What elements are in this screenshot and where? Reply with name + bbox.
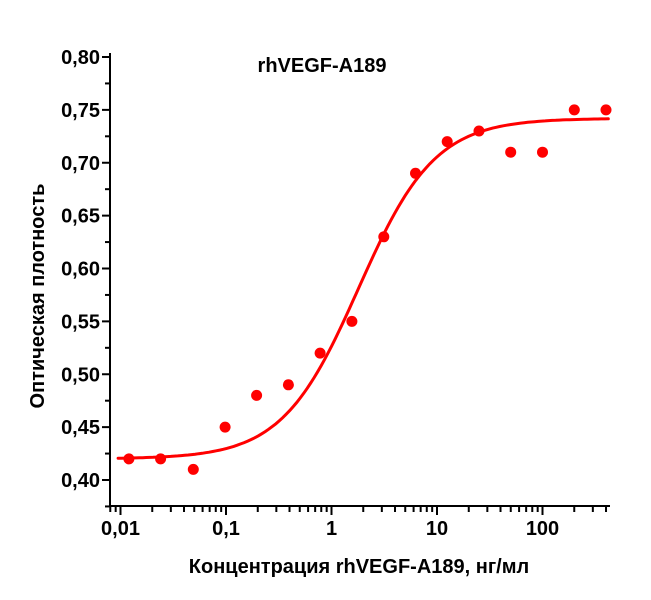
y-tick-label: 0,70 [61,153,100,175]
data-point [600,104,612,116]
y-tick-label: 0,45 [61,417,100,439]
y-tick-label: 0,65 [61,206,100,228]
data-point [123,453,135,465]
y-axis-ticks: 0,40 0,45 0,50 0,55 0,60 0,65 0,70 0,75 0,80 [61,47,110,508]
data-point [282,379,294,391]
y-tick-label: 0,50 [61,364,100,386]
data-point [537,146,548,158]
chart-title: rhVEGF-A189 [258,55,387,77]
data-point [219,421,231,433]
data-point [568,104,580,116]
fit-curve [116,117,610,460]
data-point [314,347,326,359]
data-point [473,125,485,137]
data-points [123,104,612,475]
x-tick-label: 100 [526,518,559,540]
y-tick-label: 0,75 [61,100,100,122]
y-axis-title: Оптическая плотность [27,184,49,409]
y-tick-label: 0,60 [61,259,100,281]
data-point [378,231,390,243]
data-point [251,389,263,401]
x-axis-ticks: 0,01 0,1 1 10 100 [101,507,608,540]
x-tick-label: 1 [326,518,337,540]
x-axis-title: Концентрация rhVEGF-A189, нг/мл [189,556,529,578]
x-tick-label: 10 [426,518,448,540]
x-tick-label: 0,1 [212,518,240,540]
data-point [155,453,167,465]
sigmoid-fit-line [116,117,610,460]
y-tick-label: 0,55 [61,311,100,333]
axes [109,53,610,507]
data-point [505,146,517,158]
y-tick-label: 0,80 [61,47,100,69]
y-tick-label: 0,40 [61,470,100,492]
x-tick-label: 0,01 [101,518,140,540]
data-point [441,136,453,148]
data-point [346,315,358,327]
data-point [410,167,421,179]
data-point [187,463,199,475]
